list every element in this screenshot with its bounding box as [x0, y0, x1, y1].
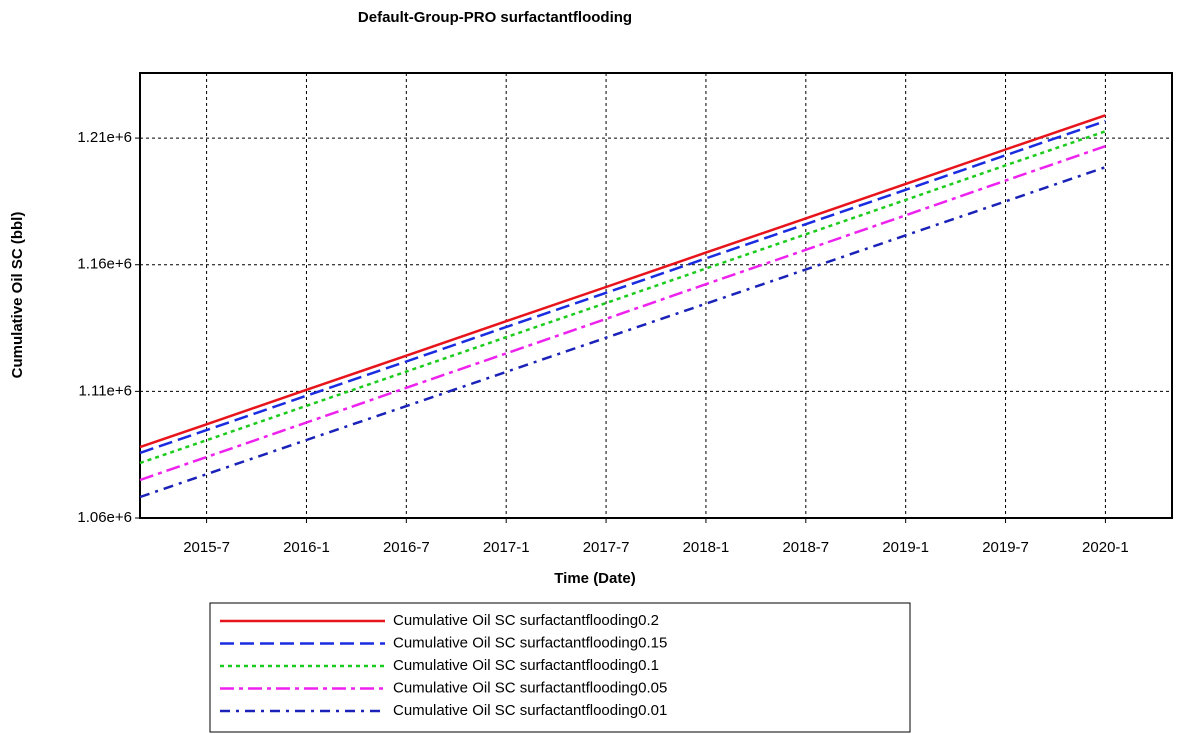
y-axis-label: Cumulative Oil SC (bbl)	[9, 212, 26, 379]
x-tick-label: 2020-1	[1082, 539, 1129, 556]
x-axis-label: Time (Date)	[554, 570, 635, 587]
x-tick-label: 2018-1	[683, 539, 730, 556]
y-tick-label: 1.16e+6	[77, 256, 132, 273]
plot-frame	[139, 72, 1173, 519]
x-tick-label: 2017-1	[483, 539, 530, 556]
x-tick-label: 2019-7	[982, 539, 1029, 556]
series-line	[139, 145, 1106, 482]
legend-label: Cumulative Oil SC surfactantflooding0.2	[393, 612, 659, 629]
y-tick-label: 1.06e+6	[77, 509, 132, 526]
x-tick-label: 2017-7	[583, 539, 630, 556]
series-line	[139, 119, 1106, 455]
legend-label: Cumulative Oil SC surfactantflooding0.01	[393, 702, 667, 719]
series-line	[139, 166, 1106, 499]
x-tick-label: 2016-1	[283, 539, 330, 556]
x-tick-label: 2015-7	[183, 539, 230, 556]
series-line	[139, 130, 1106, 465]
x-tick-label: 2019-1	[882, 539, 929, 556]
x-tick-label: 2016-7	[383, 539, 430, 556]
series-line	[139, 114, 1106, 449]
legend-box	[209, 602, 911, 733]
x-tick-label: 2018-7	[782, 539, 829, 556]
legend-label: Cumulative Oil SC surfactantflooding0.1	[393, 657, 659, 674]
y-tick-label: 1.21e+6	[77, 129, 132, 146]
y-tick-label: 1.11e+6	[78, 382, 132, 399]
chart-title: Default-Group-PRO surfactantflooding	[358, 9, 632, 26]
legend-label: Cumulative Oil SC surfactantflooding0.15	[393, 634, 667, 651]
legend-label: Cumulative Oil SC surfactantflooding0.05	[393, 679, 667, 696]
